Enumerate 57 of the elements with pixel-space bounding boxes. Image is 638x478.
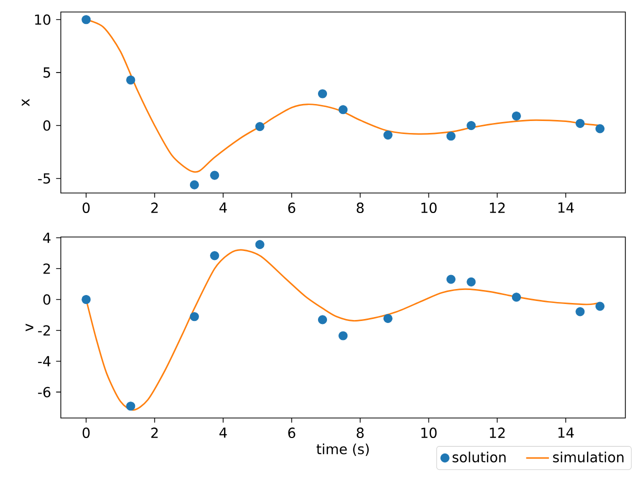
point [190,180,199,190]
x-tick-label: 2 [151,202,158,213]
point [446,132,456,141]
point [512,111,521,121]
x-tick-label: 8 [356,202,364,214]
point [82,294,91,304]
x-tick-label: 14 [558,428,574,438]
x-tick-label: 12 [490,202,505,213]
y-tick-label: -5 [38,173,50,184]
x-tick-label: 4 [219,202,227,213]
point [210,251,220,260]
point [383,130,392,140]
y-tick-label: 4 [43,232,50,243]
point [338,105,348,114]
point [466,277,476,286]
x-tick-label: 12 [490,428,505,438]
x-axis-title: time (s) [316,444,369,456]
y-tick-label: -4 [38,356,50,366]
y-tick-label: 0 [43,120,50,131]
point [512,292,521,302]
point [595,124,605,134]
x-tick-label: 8 [356,428,364,438]
x-tick-label: 6 [288,202,296,214]
x-tick-label: 6 [288,428,296,438]
point [576,307,585,316]
y-axis-title: v [26,324,34,332]
point [446,274,456,284]
y-tick-label: 10 [35,14,50,25]
point [383,314,392,324]
y-tick-label: 0 [43,294,50,305]
y-axis-title: x [22,98,30,106]
y-tick-label: -6 [38,386,50,398]
point [338,331,348,340]
point [576,118,585,128]
point [210,170,220,180]
x-tick-label: 0 [82,202,90,214]
x-tick-label: 0 [82,428,90,438]
point [126,75,136,85]
point [126,402,136,411]
x-tick-label: 4 [219,428,227,438]
x-tick-label: 14 [558,202,574,213]
point [190,312,199,322]
point [82,15,91,24]
legend-label: simulation [553,452,624,462]
x-tick-label: 10 [421,202,437,214]
point [255,122,264,132]
point [595,302,605,311]
x-tick-label: 10 [421,428,437,438]
legend-label: solution [452,452,506,462]
y-tick-label: -2 [38,325,50,336]
point [466,120,476,130]
point [318,315,328,324]
point [255,240,264,250]
point [318,89,328,98]
y-tick-label: 5 [43,67,50,78]
y-tick-label: 2 [43,263,50,274]
x-tick-label: 2 [151,428,158,438]
